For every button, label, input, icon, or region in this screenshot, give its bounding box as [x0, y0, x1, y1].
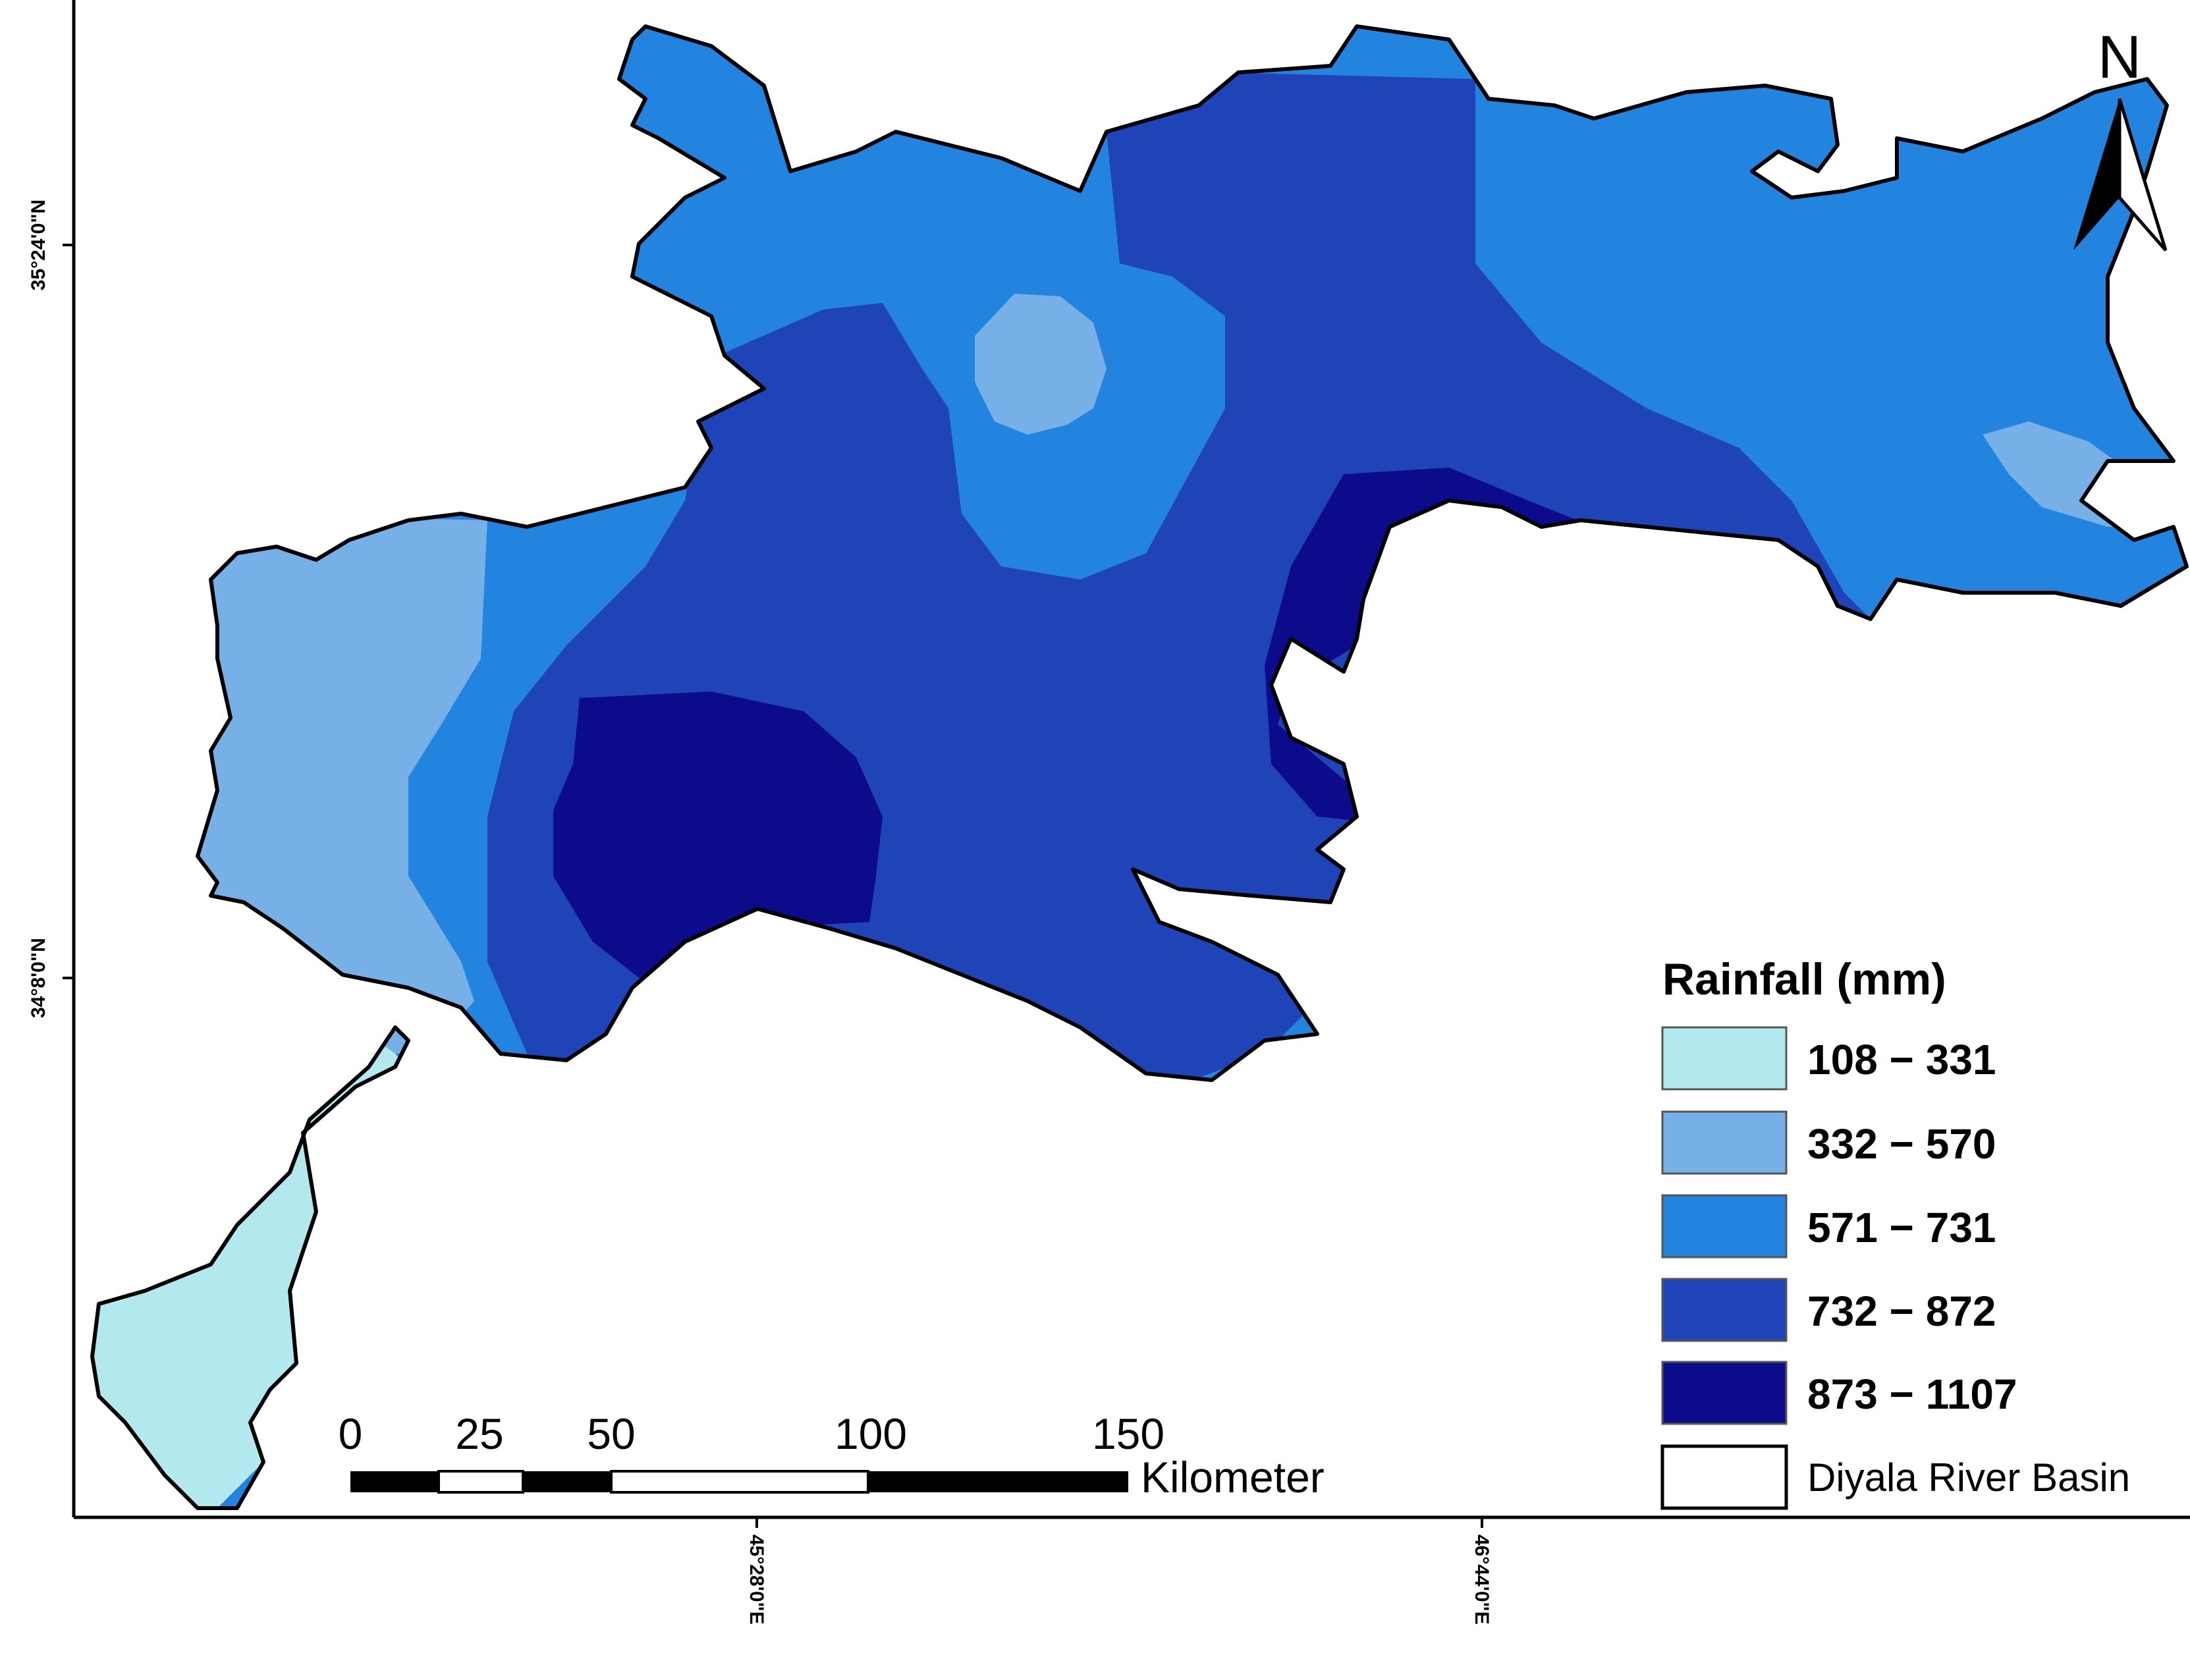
legend-swatch: [1661, 1026, 1788, 1091]
rainfall-zones: [92, 26, 2187, 1508]
legend-label: 332 − 570: [1807, 1120, 1996, 1168]
legend-label: Diyala River Basin: [1807, 1455, 2130, 1500]
legend-label: 873 − 1107: [1807, 1370, 2017, 1418]
zone-332-570-north: [975, 294, 1107, 435]
scale-label: 0: [339, 1409, 363, 1458]
basin-outline: [90, 24, 2189, 1510]
legend-label: 571 − 731: [1807, 1204, 1996, 1251]
scale-segment: [868, 1471, 1128, 1492]
lon-tick-label: 45°28'0"E: [746, 1534, 767, 1625]
north-arrow-icon: [2073, 99, 2120, 250]
scale-segment: [610, 1470, 869, 1494]
scale-label: 50: [587, 1409, 635, 1458]
scale-bar: 0 25 50 100 150 Kilometer: [339, 1409, 1325, 1502]
lon-tick-label: 46°44'0"E: [1471, 1534, 1492, 1625]
lat-tick-label: 34°8'0"N: [28, 938, 49, 1018]
north-label: N: [2098, 24, 2141, 91]
legend-label: 108 − 331: [1807, 1036, 1996, 1083]
zone-873-1107-west: [553, 691, 883, 988]
legend-swatch: [1661, 1278, 1788, 1342]
scale-label: 150: [1092, 1409, 1164, 1458]
legend: Rainfall (mm) 108 − 331 332 − 570 571 − …: [1660, 954, 2130, 1510]
legend-swatch-basin: [1660, 1444, 1788, 1510]
legend-title: Rainfall (mm): [1662, 954, 1946, 1004]
north-arrow: N: [2073, 24, 2168, 252]
north-arrow-icon-outline: [2118, 98, 2168, 252]
legend-label: 732 − 872: [1807, 1287, 1996, 1335]
legend-swatch: [1661, 1194, 1788, 1259]
scale-unit: Kilometer: [1141, 1453, 1325, 1502]
legend-swatch: [1661, 1110, 1788, 1175]
scale-segment: [523, 1471, 611, 1492]
scale-segment: [350, 1471, 439, 1492]
scale-segment: [437, 1470, 524, 1494]
scale-label: 25: [455, 1409, 503, 1458]
lat-tick-label: 35°24'0"N: [28, 200, 49, 290]
scale-label: 100: [835, 1409, 907, 1458]
legend-swatch: [1661, 1361, 1788, 1425]
zone-108-331: [92, 915, 422, 1508]
